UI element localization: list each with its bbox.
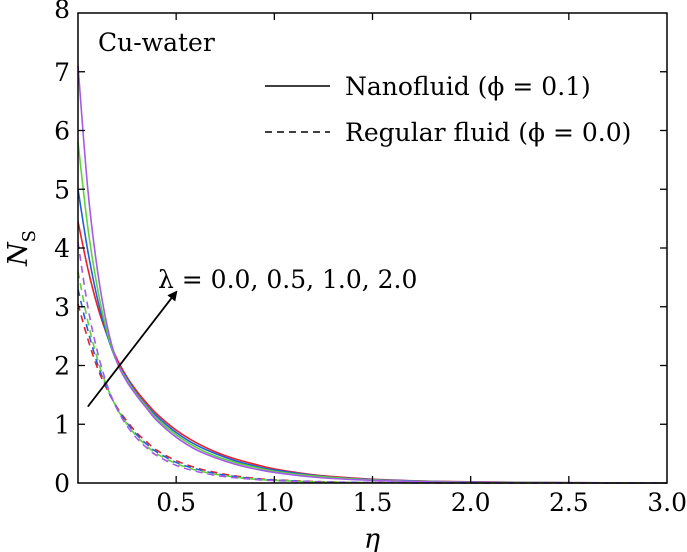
series-line-nanofluid-lambda-1.0 — [77, 142, 668, 484]
x-tick-label: 3.0 — [647, 488, 687, 517]
legend-label-nanofluid: Nanofluid (ϕ = 0.1) — [345, 72, 591, 101]
y-tick-label: 4 — [54, 234, 70, 263]
series-line-regular-lambda-0.5 — [77, 288, 668, 484]
x-axis-label: η — [364, 524, 380, 552]
x-tick-label: 2.0 — [451, 488, 491, 517]
series-line-regular-lambda-0.0 — [77, 303, 668, 484]
x-tick-label: 1.0 — [254, 488, 294, 517]
y-axis-label-subscript: S — [19, 230, 40, 242]
y-tick-label: 3 — [54, 293, 70, 322]
series-line-regular-lambda-1.0 — [77, 271, 668, 484]
legend: Nanofluid (ϕ = 0.1) Regular fluid (ϕ = 0… — [265, 72, 631, 147]
series-line-nanofluid-lambda-0.5 — [77, 189, 668, 484]
y-tick-label: 0 — [54, 469, 70, 498]
lambda-label: λ = 0.0, 0.5, 1.0, 2.0 — [158, 265, 417, 294]
series-line-nanofluid-lambda-2.0 — [77, 65, 668, 484]
legend-label-regular-fluid: Regular fluid (ϕ = 0.0) — [345, 118, 631, 147]
y-tick-label: 6 — [54, 117, 70, 146]
x-tick-label: 1.5 — [353, 488, 393, 517]
y-tick-label: 2 — [54, 352, 70, 381]
x-tick-label: 0.5 — [156, 488, 196, 517]
lambda-arrow — [87, 290, 178, 408]
axis-ticks: 0 1 2 3 4 5 6 7 8 0.5 1.0 1.5 2.0 2.5 3.0 — [54, 0, 687, 517]
y-tick-label: 5 — [54, 175, 70, 204]
y-tick-label: 7 — [54, 58, 70, 87]
x-tick-label: 2.5 — [549, 488, 589, 517]
y-tick-label: 1 — [54, 410, 70, 439]
y-tick-label: 8 — [54, 0, 70, 24]
y-axis-label-main: N — [3, 241, 34, 267]
material-label: Cu-water — [98, 28, 215, 57]
series-line-nanofluid-lambda-0.0 — [77, 221, 668, 484]
y-axis-label: NS — [3, 230, 40, 267]
